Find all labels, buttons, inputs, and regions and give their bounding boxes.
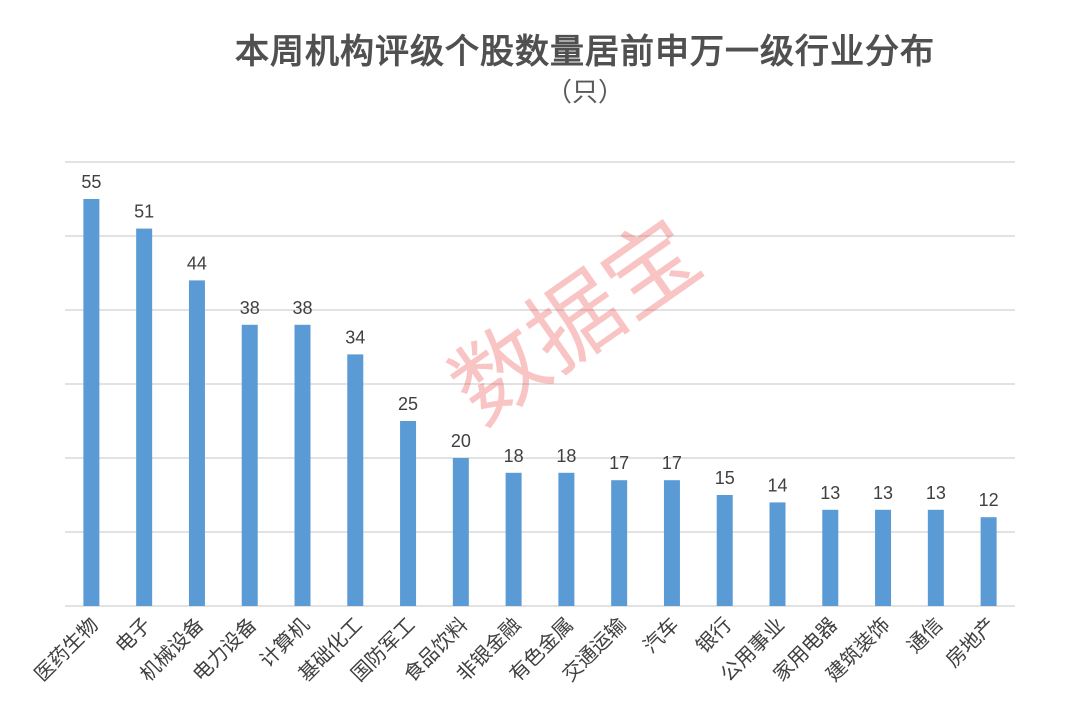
category-labels: 医药生物 电子机械设备电力设备计算机基础化工国防军工食品饮料非银金融有色金属交通运… — [29, 613, 1000, 687]
bar — [83, 199, 100, 606]
bar — [611, 480, 628, 606]
data-label: 13 — [873, 483, 893, 503]
data-label: 17 — [609, 453, 629, 473]
chart-title: 本周机构评级个股数量居前申万一级行业分布 — [235, 32, 935, 72]
data-label: 38 — [292, 298, 312, 318]
bar — [188, 280, 205, 606]
bar — [769, 502, 786, 606]
bar — [822, 509, 839, 606]
bar — [452, 458, 469, 606]
data-label: 13 — [820, 483, 840, 503]
data-label: 13 — [926, 483, 946, 503]
bar — [980, 517, 997, 606]
chart-subtitle: （只） — [545, 78, 624, 108]
category-label: 银行 — [691, 613, 736, 658]
data-label: 38 — [240, 298, 260, 318]
data-label: 51 — [134, 202, 154, 222]
category-label: 通信 — [902, 613, 947, 658]
data-label: 20 — [451, 431, 471, 451]
data-label: 34 — [345, 327, 365, 347]
bar — [875, 509, 892, 606]
data-label: 55 — [81, 172, 101, 192]
category-label: 房地产 — [941, 613, 1000, 672]
bar — [716, 495, 733, 606]
bar — [136, 228, 153, 606]
category-label: 汽车 — [638, 613, 683, 658]
category-label: 电子 — [110, 613, 155, 658]
data-label: 44 — [187, 253, 207, 273]
bar — [558, 472, 575, 606]
category-label: 医药生物 — [29, 613, 103, 687]
data-label: 18 — [556, 446, 576, 466]
data-label: 14 — [767, 475, 787, 495]
data-label: 25 — [398, 394, 418, 414]
bar — [927, 509, 944, 606]
bar — [347, 354, 364, 606]
data-label: 18 — [504, 446, 524, 466]
data-label: 12 — [979, 490, 999, 510]
value-labels: 55 51 44 38 38 34 25 20 18 18 17 17 15 14 13 13 13 12 — [81, 172, 998, 510]
bar — [505, 472, 522, 606]
bar — [241, 324, 258, 606]
bar — [294, 324, 311, 606]
data-label: 15 — [715, 468, 735, 488]
bars — [83, 199, 997, 606]
bar — [663, 480, 680, 606]
gridlines — [65, 161, 1015, 607]
data-label: 17 — [662, 453, 682, 473]
bar — [400, 421, 417, 606]
